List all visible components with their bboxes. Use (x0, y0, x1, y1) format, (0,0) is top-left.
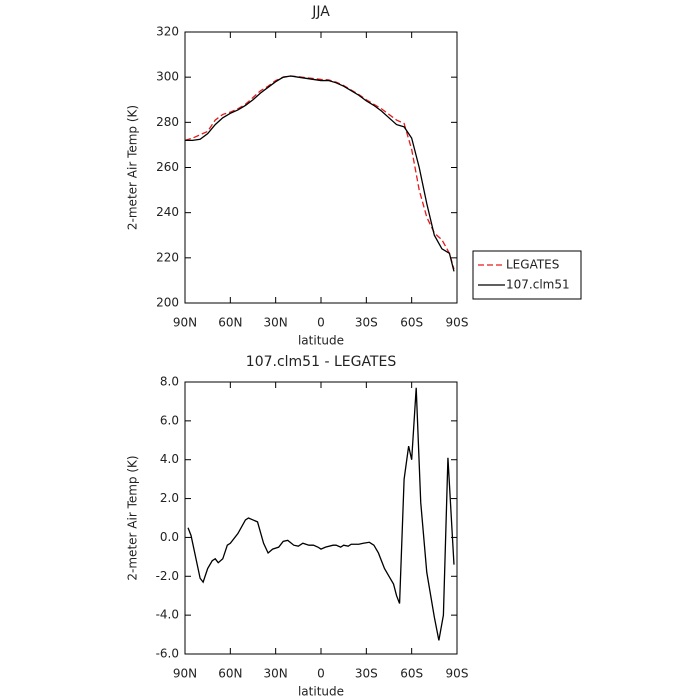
x-tick-label: 30N (264, 316, 288, 330)
y-tick-label: -2.0 (156, 569, 179, 583)
data-line (187, 387, 455, 641)
y-tick-label: 200 (156, 296, 179, 310)
y-tick-label: 320 (156, 25, 179, 39)
x-axis-label: latitude (298, 334, 344, 348)
legend-box (472, 250, 582, 300)
y-tick-label: 280 (156, 115, 179, 129)
y-tick-label: 300 (156, 70, 179, 84)
y-tick-label: 260 (156, 160, 179, 174)
y-tick-label: 6.0 (160, 413, 179, 427)
x-tick-label: 90N (173, 667, 197, 681)
x-tick-label: 60N (218, 667, 242, 681)
plot-frame (184, 381, 458, 655)
x-tick-label: 0 (317, 316, 325, 330)
data-line (185, 75, 455, 272)
x-tick-label: 30S (355, 316, 378, 330)
plot-frame (184, 31, 458, 304)
y-tick-label: 220 (156, 250, 179, 264)
y-tick-label: 0.0 (160, 530, 179, 544)
x-tick-label: 90S (446, 667, 469, 681)
legend-label: 107.clm51 (506, 278, 570, 292)
x-tick-label: 90S (446, 316, 469, 330)
data-line (184, 75, 455, 270)
chart-title: 107.clm51 - LEGATES (246, 354, 397, 370)
x-tick-label: 0 (317, 667, 325, 681)
x-tick-label: 90N (173, 316, 197, 330)
chart-title: JJA (311, 4, 330, 20)
y-tick-label: -4.0 (156, 608, 179, 622)
x-tick-label: 30S (355, 667, 378, 681)
x-tick-label: 30N (264, 667, 288, 681)
y-axis-label: 2-meter Air Temp (K) (126, 105, 140, 230)
y-tick-label: 8.0 (160, 375, 179, 389)
legend-label: LEGATES (506, 258, 559, 272)
x-tick-label: 60S (400, 316, 423, 330)
y-tick-label: -6.0 (156, 647, 179, 661)
x-tick-label: 60S (400, 667, 423, 681)
y-tick-label: 2.0 (160, 491, 179, 505)
y-tick-label: 240 (156, 205, 179, 219)
x-tick-label: 60N (218, 316, 242, 330)
x-axis-label: latitude (298, 685, 344, 699)
y-tick-label: 4.0 (160, 452, 179, 466)
y-axis-label: 2-meter Air Temp (K) (126, 455, 140, 580)
